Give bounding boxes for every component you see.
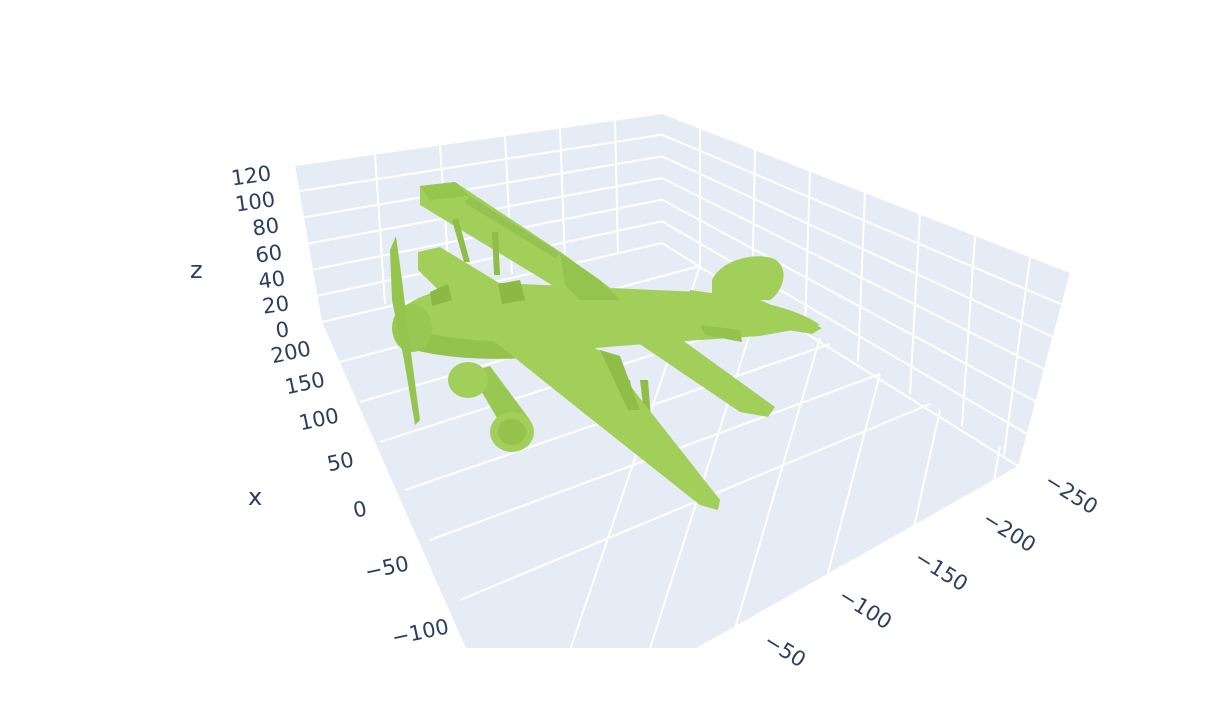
gridline [964,445,1001,648]
y-tick-label: −100 [834,583,896,634]
z-tick-label: 80 [251,213,281,240]
gridline [317,220,663,297]
gridline [303,155,663,219]
gridline [661,177,1045,370]
gridline [299,133,663,193]
gridline [661,133,1062,306]
gridline [886,409,941,648]
gridline [459,403,931,601]
y-tick-label: −50 [760,628,810,672]
gridline [661,198,1036,403]
z-tick-label: 0 [274,317,291,343]
x-tick-label: −100 [390,614,451,649]
z-axis-title: z [190,256,203,284]
z-tick-label: 20 [261,291,291,318]
gridline [728,337,821,648]
gridline [661,220,1028,435]
gridline [661,112,1071,273]
y-tick-label: −250 [1040,468,1102,519]
y-tick-label: −150 [910,545,972,596]
x-tick-label: 200 [269,336,313,368]
x-tick-label: 150 [283,367,327,399]
gridline [661,155,1054,338]
pane-back-right [662,113,1070,466]
y-tick-label: −200 [978,506,1040,557]
x-tick-label: −50 [363,551,411,584]
x-axis-title: x [248,483,262,511]
x-tick-label: 100 [297,403,341,435]
z-tick-label: 40 [257,266,287,293]
z-tick-label: 120 [230,161,273,190]
gridline [294,112,663,166]
biplane-mesh[interactable] [390,182,822,510]
x-tick-label: 0 [351,496,369,522]
z-tick-label: 100 [234,187,277,216]
z-tick-label: 60 [254,240,284,267]
x-tick-label: 50 [325,447,356,476]
gridline [807,373,881,648]
